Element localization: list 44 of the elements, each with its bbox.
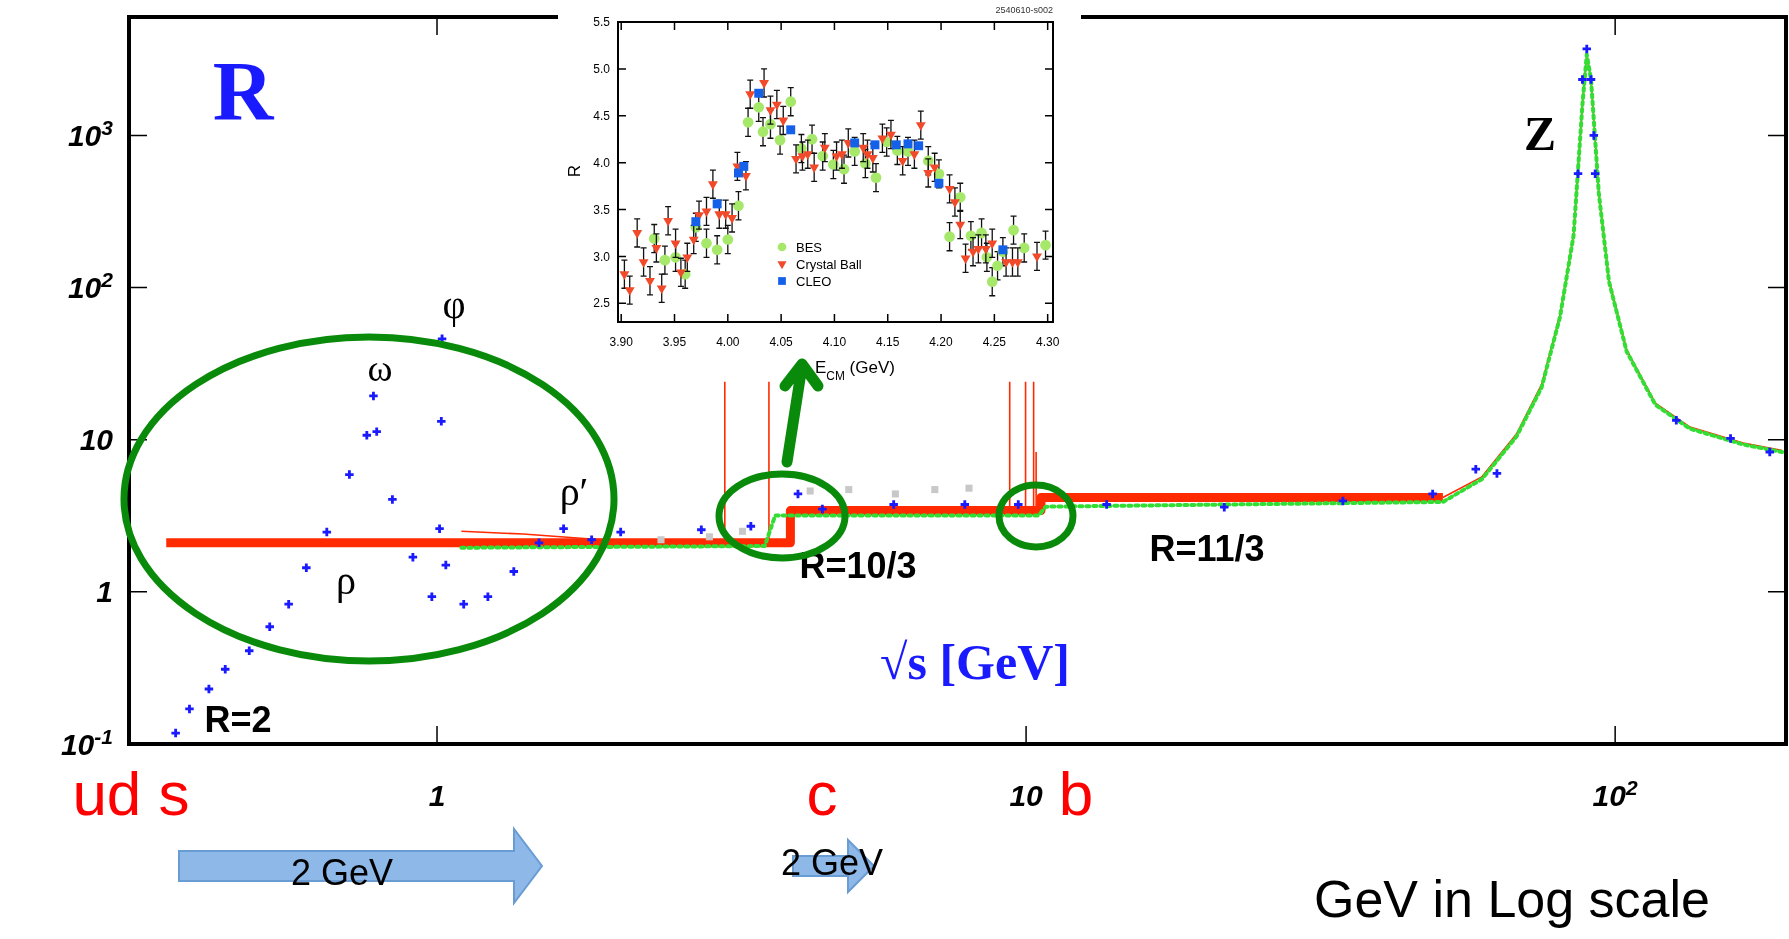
y-tick-label: 3.0 bbox=[593, 249, 611, 264]
x-tick-label: 3.95 bbox=[662, 335, 687, 349]
x-axis-title: E$_{CM}$ (GeV) bbox=[815, 358, 895, 383]
x-tick-label: 10 bbox=[1009, 779, 1044, 812]
legend-label: CLEO bbox=[796, 273, 832, 289]
text: GeV in Log scale bbox=[1313, 870, 1711, 928]
y-tick-label: 3.5 bbox=[593, 202, 611, 217]
x-tick-label: 4.10 bbox=[822, 335, 847, 349]
x-tick-label: 4.30 bbox=[1035, 335, 1060, 349]
legend-label: BES bbox=[796, 239, 823, 255]
y-tick-label: 5.5 bbox=[593, 15, 611, 30]
annotation: ρ bbox=[336, 558, 356, 603]
annotation: R=2 bbox=[204, 699, 272, 740]
y-tick-label: 5.0 bbox=[593, 62, 611, 77]
y-tick-label: 4.0 bbox=[593, 155, 611, 170]
x-tick-label: 4.05 bbox=[769, 335, 794, 349]
text: 2540610-s002 bbox=[995, 5, 1053, 15]
x-axis-title: √s [GeV] bbox=[880, 634, 1070, 690]
annotation: R=11/3 bbox=[1149, 528, 1265, 569]
annotation: ρ′ bbox=[559, 469, 589, 514]
x-tick-label: 4.00 bbox=[716, 335, 740, 349]
x-tick-label: 4.15 bbox=[876, 335, 900, 349]
x-tick-label: 10$^{2}$ bbox=[1592, 775, 1638, 812]
legend-label: Crystal Ball bbox=[796, 256, 862, 272]
x-tick-label: 3.90 bbox=[609, 335, 634, 349]
y-tick-label: 10$^{3}$ bbox=[67, 115, 114, 152]
x-tick-label: 4.25 bbox=[982, 335, 1007, 349]
annotation: φ bbox=[442, 282, 466, 327]
y-axis-title: R bbox=[565, 164, 584, 178]
text: ud s bbox=[72, 759, 190, 828]
y-tick-label: 4.5 bbox=[593, 108, 611, 123]
text: c bbox=[806, 759, 838, 828]
y-tick-label: 2.5 bbox=[593, 296, 611, 311]
x-tick-label: 4.20 bbox=[929, 335, 954, 349]
x-tick-label: 1 bbox=[428, 779, 446, 812]
annotation: ω bbox=[367, 347, 393, 389]
text: b bbox=[1058, 759, 1094, 828]
annotation: R bbox=[212, 45, 275, 138]
y-tick-label: 1 bbox=[96, 575, 113, 609]
text: 2 GeV bbox=[290, 852, 394, 893]
y-tick-label: 10$^{2}$ bbox=[67, 267, 114, 305]
annotation: Z bbox=[1523, 107, 1557, 160]
y-tick-label: 10 bbox=[79, 423, 114, 457]
y-tick-label: 10$^{-1}$ bbox=[60, 724, 113, 761]
